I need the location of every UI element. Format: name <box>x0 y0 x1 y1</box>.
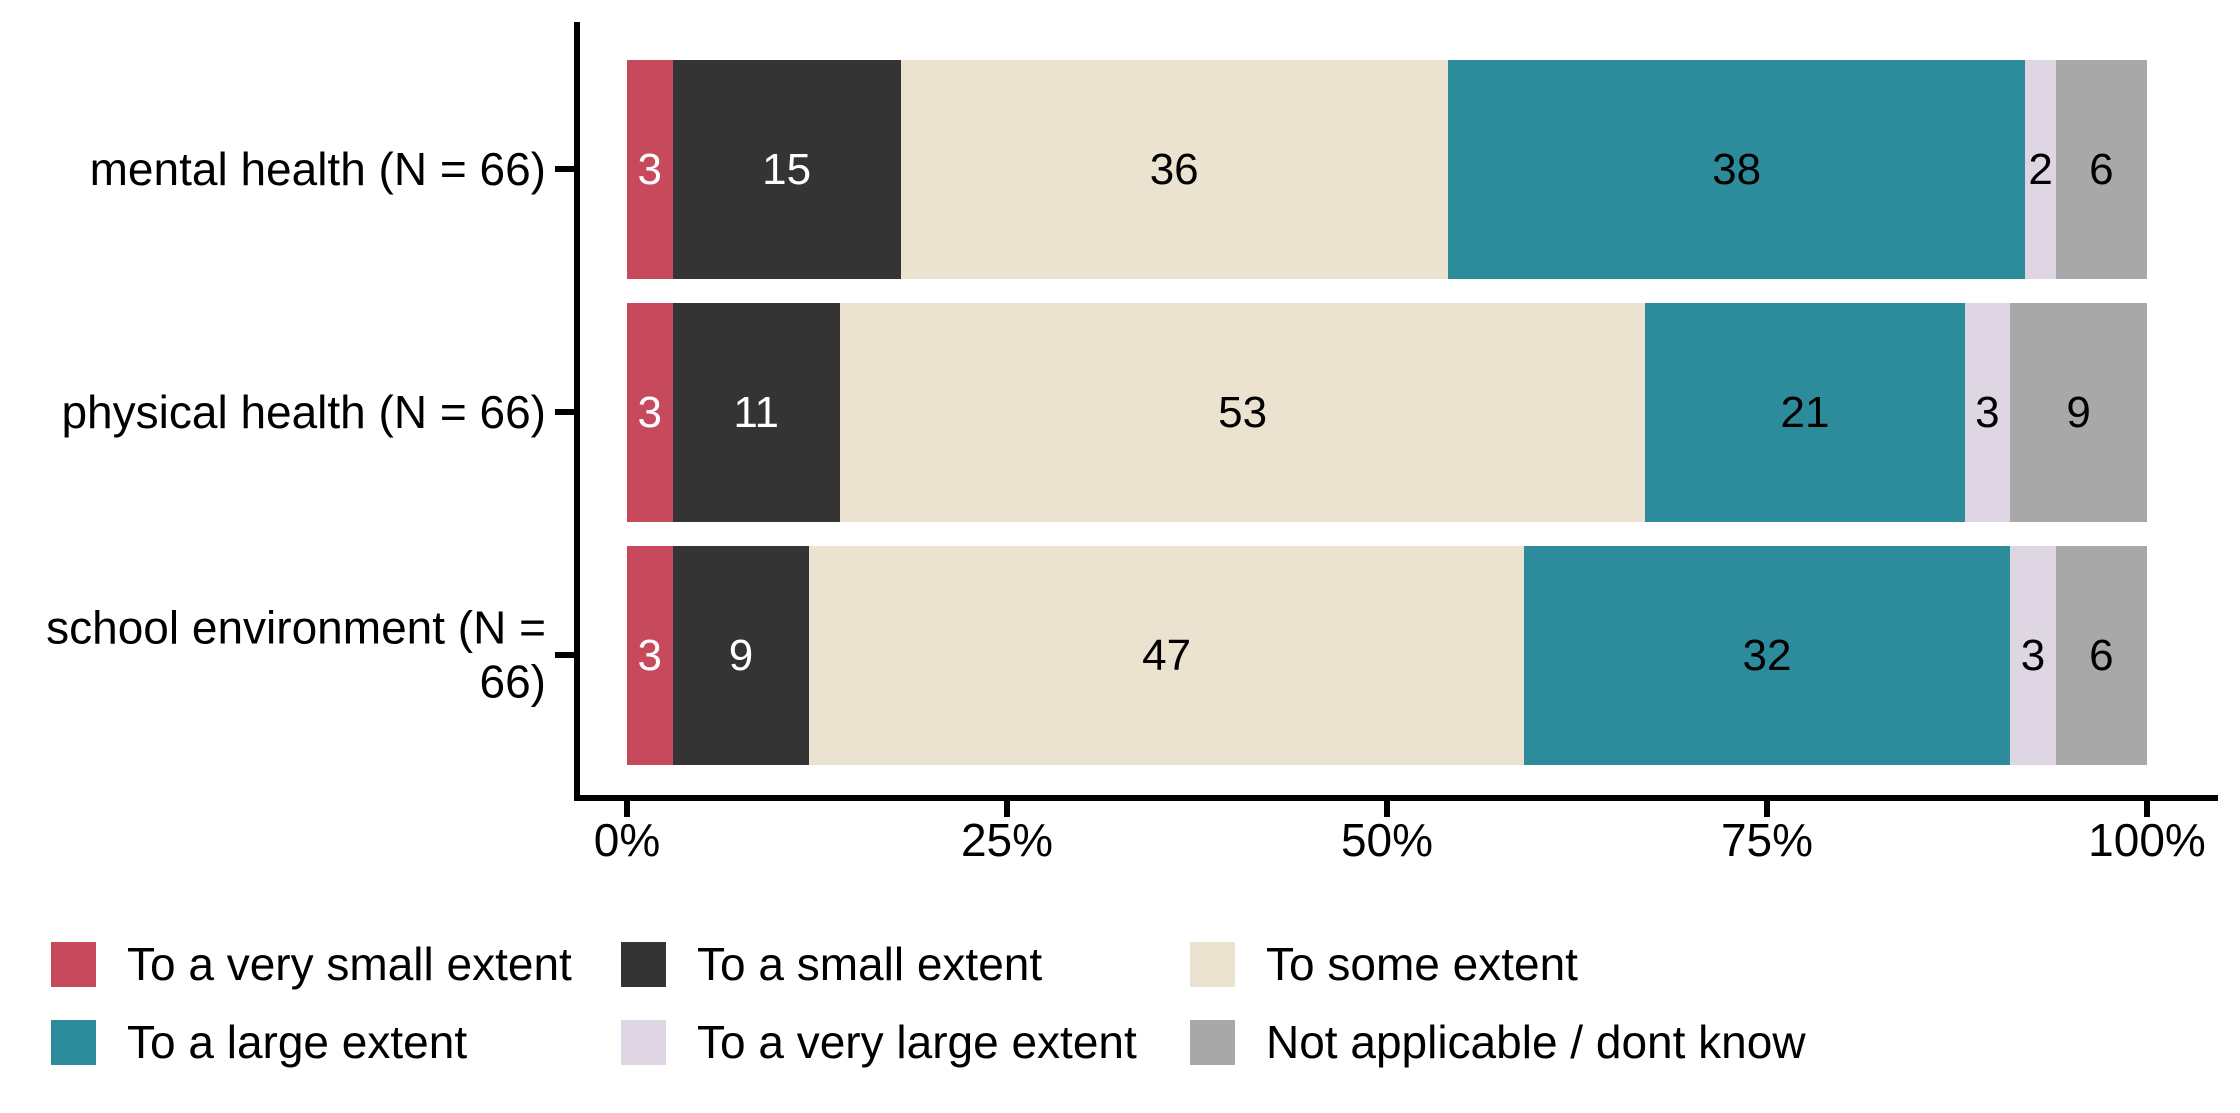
bar-segment-label: 3 <box>637 144 663 194</box>
category-label-school-environment: school environment (N = 66) <box>46 601 546 708</box>
x-tick-label: 50% <box>1340 814 1434 866</box>
bar-segment: 53 <box>839 303 1646 522</box>
legend-swatch-large-extent <box>51 1019 96 1065</box>
legend-swatch-some-extent <box>1190 941 1235 987</box>
legend-label: To a very large extent <box>697 1015 1137 1068</box>
category-label-mental-health: mental health (N = 66) <box>89 142 546 195</box>
bar-row-school-environment: 3 9 47 32 3 6 <box>627 546 2147 765</box>
bar-segment: 38 <box>1447 60 2026 279</box>
legend: To a very small extent To a small extent… <box>51 925 1806 1081</box>
bar-segment-label: 32 <box>1742 630 1792 680</box>
bar-segment-label: 3 <box>1975 387 2000 437</box>
bar-segment-label: 9 <box>2066 387 2091 437</box>
bar-segment-label: 11 <box>733 387 780 437</box>
bar-segment: 3 <box>2010 546 2056 765</box>
legend-swatch-very-large-extent <box>621 1019 666 1065</box>
bar-segment: 15 <box>672 60 901 279</box>
bar-row-physical-health: 3 11 53 21 3 9 <box>627 303 2147 522</box>
bar-segment-label: 47 <box>1142 630 1192 680</box>
x-tick-label: 75% <box>1720 814 1814 866</box>
x-tick-label: 0% <box>593 814 661 866</box>
bar-segment-label: 53 <box>1218 387 1268 437</box>
bar-segment: 9 <box>2010 303 2147 522</box>
legend-label: To a large extent <box>127 1015 468 1068</box>
x-tick <box>2144 801 2150 817</box>
bar-segment: 3 <box>1964 303 2011 522</box>
bar-segment: 36 <box>900 60 1448 279</box>
bar-segment: 32 <box>1523 546 2011 765</box>
legend-item-not-applicable: Not applicable / dont know <box>1190 1017 1806 1068</box>
category-label-physical-health: physical health (N = 66) <box>61 385 546 438</box>
bar-segment-label: 15 <box>762 144 812 194</box>
legend-label: To a small extent <box>697 937 1043 990</box>
y-tick <box>555 409 575 415</box>
x-tick <box>1764 801 1770 817</box>
y-tick <box>555 652 575 658</box>
bar-segment-label: 9 <box>728 630 754 680</box>
bar-segment: 3 <box>627 303 673 522</box>
legend-item-some-extent: To some extent <box>1190 939 1806 990</box>
legend-label: To some extent <box>1266 937 1578 990</box>
bar-segment: 9 <box>672 546 810 765</box>
bar-row-mental-health: 3 15 36 38 2 6 <box>627 60 2147 279</box>
bar-segment-label: 2 <box>2028 144 2053 194</box>
x-tick <box>1384 801 1390 817</box>
bar-segment-label: 3 <box>637 630 663 680</box>
bar-segment: 6 <box>2055 60 2147 279</box>
bar-segment-label: 3 <box>637 387 663 437</box>
x-tick-label: 100% <box>2088 814 2206 866</box>
bar-segment: 21 <box>1645 303 1965 522</box>
legend-label: Not applicable / dont know <box>1266 1015 1806 1068</box>
bar-segment-label: 3 <box>2020 630 2046 680</box>
y-axis-line <box>574 22 580 801</box>
legend-swatch-very-small-extent <box>51 941 96 987</box>
bar-segment-label: 6 <box>2089 144 2114 194</box>
bar-segment-label: 6 <box>2089 630 2114 680</box>
bar-segment: 11 <box>672 303 840 522</box>
legend-item-large-extent: To a large extent <box>51 1017 621 1068</box>
y-tick <box>555 166 575 172</box>
bar-segment: 3 <box>627 60 673 279</box>
bar-segment-label: 36 <box>1149 144 1199 194</box>
x-axis-line <box>574 795 2218 801</box>
legend-swatch-small-extent <box>621 941 666 987</box>
legend-item-very-small-extent: To a very small extent <box>51 939 621 990</box>
x-tick <box>1004 801 1010 817</box>
bar-segment-label: 21 <box>1780 387 1830 437</box>
legend-item-small-extent: To a small extent <box>621 939 1190 990</box>
bar-segment: 2 <box>2025 60 2056 279</box>
legend-label: To a very small extent <box>127 937 572 990</box>
x-tick-label: 25% <box>960 814 1054 866</box>
x-tick <box>624 801 630 817</box>
bar-segment: 3 <box>627 546 673 765</box>
bar-segment: 47 <box>809 546 1524 765</box>
legend-swatch-not-applicable <box>1190 1019 1235 1065</box>
legend-item-very-large-extent: To a very large extent <box>621 1017 1190 1068</box>
bar-segment: 6 <box>2055 546 2147 765</box>
bar-segment-label: 38 <box>1712 144 1762 194</box>
